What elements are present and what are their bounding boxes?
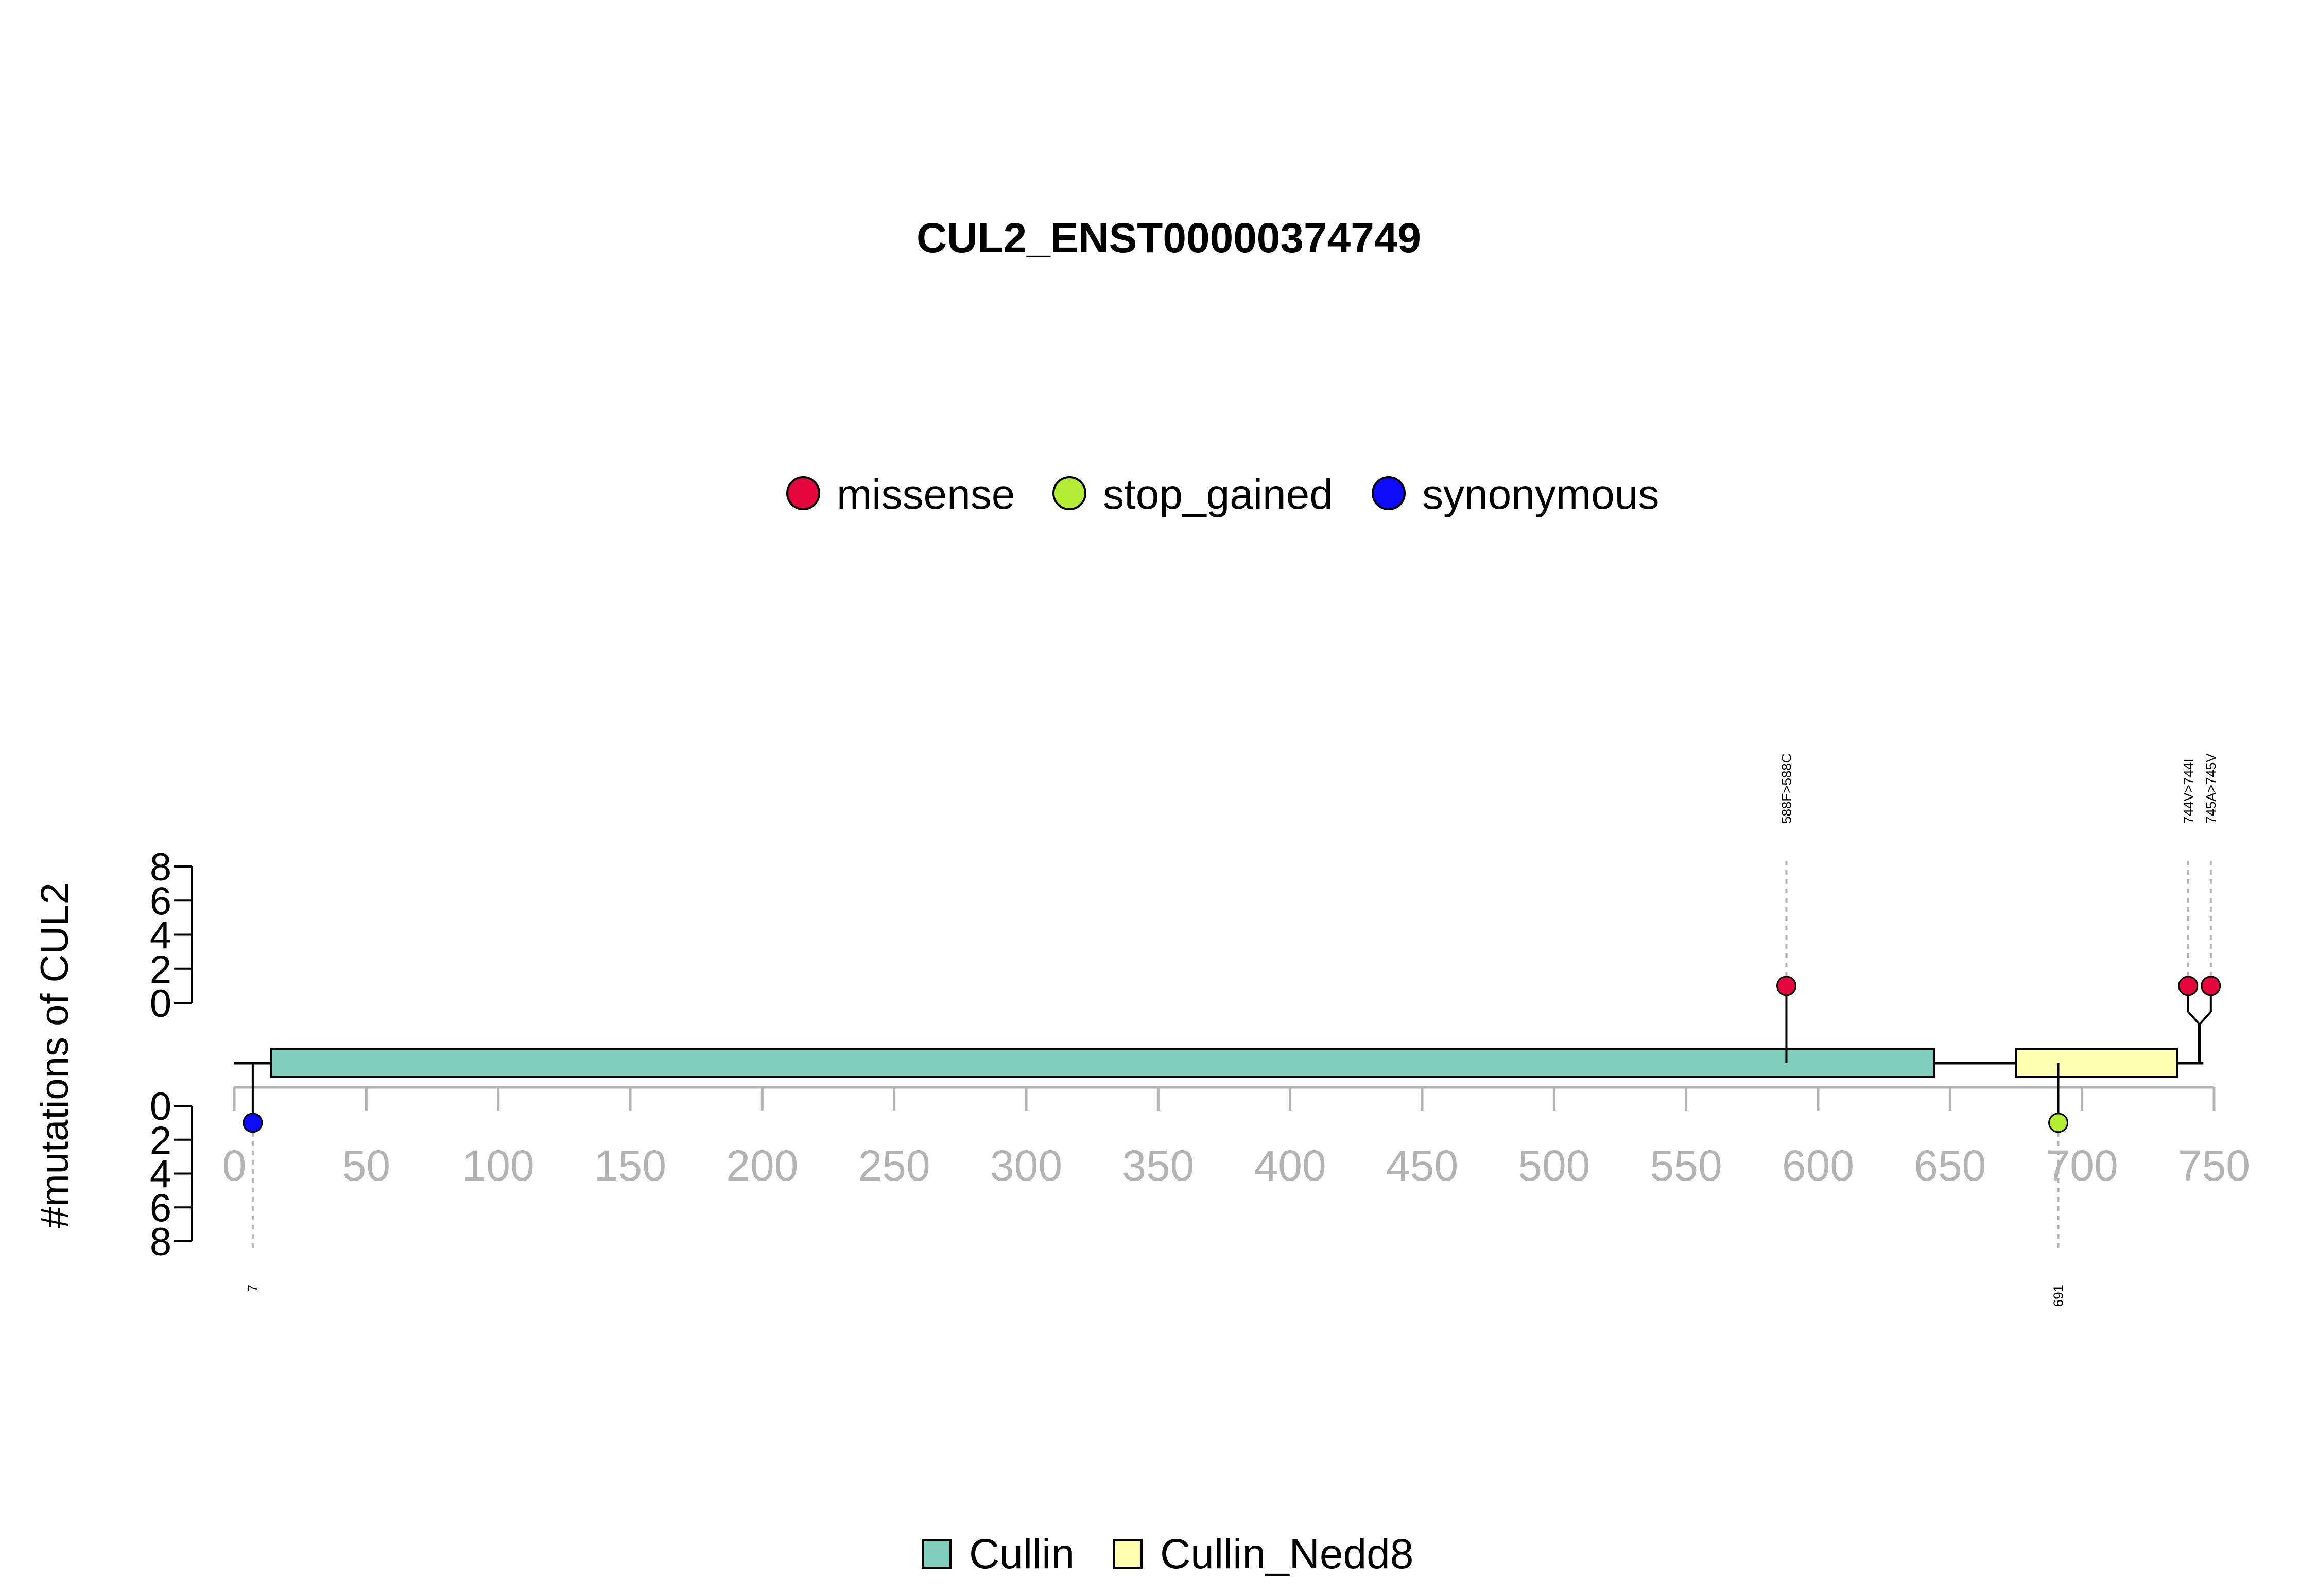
y-top-tick-label: 6 <box>150 879 171 923</box>
y-bottom-tick-label: 6 <box>150 1186 171 1230</box>
y-axis-label: #mutations of CUL2 <box>33 882 77 1228</box>
mutation-588F>588C: 588F>588C <box>1776 753 1796 1063</box>
x-tick-label: 150 <box>594 1141 666 1190</box>
x-axis: 0 50 100 150 200 250 300 350 400 450 500 550 600 650 7… <box>222 1086 2250 1190</box>
x-tick-label: 200 <box>726 1141 798 1190</box>
x-tick-label: 450 <box>1386 1141 1458 1190</box>
domain-legend: Cullin Cullin_Nedd8 <box>922 1531 1413 1577</box>
lollipop-head <box>243 1113 263 1133</box>
mutation-7: 7 <box>243 1063 263 1292</box>
lollipops-top: 588F>588C 744V>744I 745A>745V <box>1776 753 2221 1063</box>
stop_gained-legend-marker <box>1052 476 1086 510</box>
mutation-label: 745A>745V <box>2203 753 2219 824</box>
legend-item-stop_gained: stop_gained <box>1052 471 1333 518</box>
y-top-tick-label: 8 <box>150 845 171 889</box>
synonymous-legend-marker <box>1372 476 1406 510</box>
x-tick-label: 550 <box>1650 1141 1722 1190</box>
x-tick-label: 650 <box>1914 1141 1986 1190</box>
legend-item-missense: missense <box>786 471 1015 518</box>
mutation-label: 691 <box>2051 1285 2066 1307</box>
mutation-label: 744V>744I <box>2181 758 2196 824</box>
x-tick-label: 400 <box>1254 1141 1326 1190</box>
lollipop-head <box>2201 976 2221 996</box>
x-tick-label: 350 <box>1122 1141 1194 1190</box>
synonymous-legend-label: synonymous <box>1422 471 1659 518</box>
x-tick-label: 500 <box>1518 1141 1590 1190</box>
lollipop-head <box>2178 976 2199 996</box>
mutation-744V>744I: 744V>744I <box>2178 758 2201 1063</box>
missense-legend-marker <box>786 476 820 510</box>
y-top-tick-label: 0 <box>150 982 171 1026</box>
legend-item-Cullin_Nedd8: Cullin_Nedd8 <box>1113 1531 1413 1577</box>
lollipop-head <box>1776 976 1796 996</box>
x-tick-label: 100 <box>462 1141 534 1190</box>
Cullin-legend-swatch <box>922 1539 952 1569</box>
Cullin-legend-label: Cullin <box>969 1531 1075 1577</box>
domain-Cullin <box>270 1048 1935 1078</box>
y-bottom-tick-label: 4 <box>150 1153 171 1196</box>
y-top-tick-label: 4 <box>150 914 171 958</box>
Cullin_Nedd8-legend-swatch <box>1113 1539 1143 1569</box>
missense-legend-label: missense <box>837 471 1015 518</box>
x-tick-label: 600 <box>1782 1141 1854 1190</box>
domain-Cullin_Nedd8 <box>2015 1048 2178 1078</box>
x-tick-label: 700 <box>2046 1141 2118 1190</box>
lollipop-branch <box>2199 1011 2212 1026</box>
lollipop-branch <box>2187 1011 2201 1026</box>
y-top-tick-label: 2 <box>150 948 171 992</box>
y-bottom-tick-label: 2 <box>150 1119 171 1163</box>
legend-item-synonymous: synonymous <box>1372 471 1659 518</box>
x-tick-label: 50 <box>342 1141 390 1190</box>
lollipop-head <box>2048 1113 2069 1133</box>
legend-item-Cullin: Cullin <box>922 1531 1075 1577</box>
lollipops-bottom: 7 691 <box>243 1063 2069 1307</box>
mutation-label: 588F>588C <box>1778 753 1794 824</box>
y-bottom-tick-label: 8 <box>150 1220 171 1264</box>
y-bottom-tick-label: 0 <box>150 1085 171 1129</box>
x-tick-label: 250 <box>858 1141 930 1190</box>
chart-title: CUL2_ENST00000374749 <box>917 215 1421 262</box>
mutation-691: 691 <box>2048 1063 2069 1307</box>
stop_gained-legend-label: stop_gained <box>1103 471 1333 518</box>
protein-domains <box>270 1048 2178 1078</box>
x-tick-label: 750 <box>2178 1141 2250 1190</box>
mutation-legend: missense stop_gained synonymous <box>786 471 1659 518</box>
mutation-745A>745V: 745A>745V <box>2198 753 2221 1063</box>
mutation-label: 7 <box>245 1285 261 1292</box>
x-tick-label: 300 <box>990 1141 1062 1190</box>
Cullin_Nedd8-legend-label: Cullin_Nedd8 <box>1160 1531 1413 1577</box>
x-tick-label: 0 <box>222 1141 247 1190</box>
